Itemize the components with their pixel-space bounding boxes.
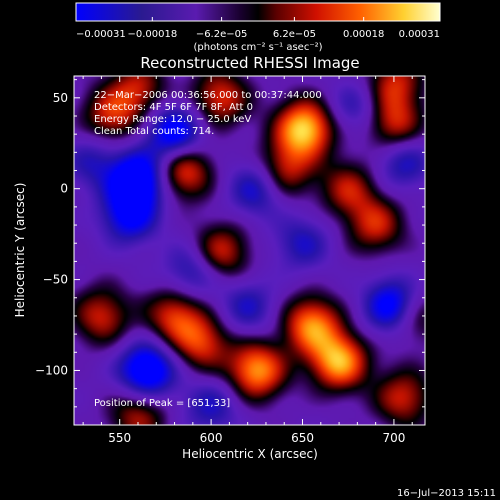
x-axis-ticks: 550 600 650 700 — [82, 76, 413, 445]
annotation-line: Detectors: 4F 5F 6F 7F 8F, Att 0 — [94, 102, 253, 113]
annotation-line: 22−Mar−2006 00:36:56.000 to 00:37:44.000 — [94, 90, 322, 101]
y-tick-label: −50 — [43, 273, 68, 287]
colorbar-tick-label: −6.2e−05 — [196, 29, 248, 40]
peak-position-label: Position of Peak = [651,33] — [94, 398, 230, 409]
x-axis-label: Heliocentric X (arcsec) — [182, 447, 318, 461]
plot-frame — [73, 75, 426, 426]
y-tick-label: 50 — [53, 91, 68, 105]
x-tick-label: 650 — [291, 431, 314, 445]
colorbar-tick-label: 0.00031 — [399, 29, 440, 40]
colorbar-tick-label: −0.00018 — [127, 29, 177, 40]
annotation-line: Clean Total counts: 714. — [94, 126, 214, 137]
colorbar-tick-label: 6.2e−05 — [273, 29, 316, 40]
colorbar-ticks: −0.00031 −0.00018 −6.2e−05 6.2e−05 0.00018 0.… — [75, 17, 441, 40]
colorbar-unit-label: (photons cm⁻² s⁻¹ asec⁻²) — [193, 42, 322, 53]
heatmap-image — [74, 76, 425, 425]
chart-title: Reconstructed RHESSI Image — [140, 54, 359, 72]
y-tick-label: 0 — [60, 182, 68, 196]
footer-timestamp: 16−Jul−2013 15:11 — [397, 488, 496, 499]
colorbar-tick-label: 0.00018 — [343, 29, 384, 40]
observation-annotations: 22−Mar−2006 00:36:56.000 to 00:37:44.000… — [94, 90, 322, 137]
colorbar-tick-label: −0.00031 — [76, 29, 126, 40]
annotation-line: Energy Range: 12.0 − 25.0 keV — [94, 114, 251, 125]
y-axis-ticks: 50 0 −50 −100 — [35, 79, 425, 408]
colorbar — [75, 2, 441, 22]
x-tick-label: 550 — [108, 431, 131, 445]
x-tick-label: 700 — [382, 431, 405, 445]
y-tick-label: −100 — [35, 363, 68, 377]
x-tick-label: 600 — [200, 431, 223, 445]
y-axis-label: Heliocentric Y (arcsec) — [13, 183, 27, 318]
